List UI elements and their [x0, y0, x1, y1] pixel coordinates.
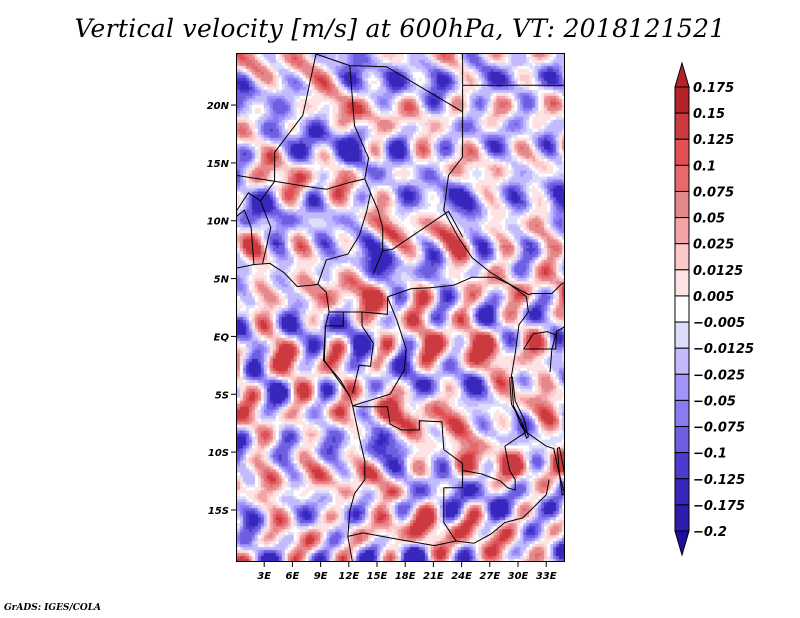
- country-border: [549, 326, 564, 373]
- country-border: [387, 276, 529, 433]
- colorbar-extend-max: [674, 61, 690, 88]
- y-tick-label: 5S: [215, 390, 229, 401]
- x-tick-label: 27E: [479, 571, 500, 582]
- y-tick-label: 20N: [207, 101, 230, 112]
- country-border: [553, 448, 564, 494]
- y-tick-label: 15N: [207, 159, 230, 170]
- country-border: [347, 532, 474, 547]
- colorbar-label: 0.025: [693, 238, 734, 253]
- country-border: [352, 405, 526, 491]
- colorbar-box: [674, 504, 690, 532]
- colorbar-box: [674, 452, 690, 480]
- colorbar-label: 0.15: [693, 107, 725, 122]
- colorbar-box: [674, 399, 690, 428]
- colorbar-box: [674, 217, 690, 245]
- colorbar-box: [674, 86, 690, 114]
- country-boundaries: [237, 54, 564, 561]
- x-tick-label: 33E: [536, 571, 557, 582]
- colorbar-label: −0.175: [693, 499, 745, 514]
- country-border: [532, 282, 564, 294]
- colorbar-label: −0.05: [693, 394, 736, 409]
- lake-outline: [523, 331, 557, 350]
- colorbar-label: 0.05: [693, 212, 725, 227]
- y-tick-label: 15S: [208, 506, 229, 517]
- x-axis: 3E 6E 9E 12E 15E 18E 21E 24E 27E 30E 33E: [257, 562, 557, 582]
- colorbar-label: 0.005: [693, 290, 734, 305]
- y-tick-label: 5N: [214, 275, 230, 286]
- colorbar-box: [674, 295, 690, 323]
- colorbar-box: [674, 138, 690, 166]
- country-border: [323, 312, 351, 397]
- colorbar-box: [674, 164, 690, 192]
- x-tick-label: 12E: [338, 571, 359, 582]
- lake-outline: [509, 376, 529, 439]
- colorbar-label: −0.1: [693, 447, 727, 462]
- lake-outline: [556, 446, 564, 496]
- colorbar-label: 0.1: [693, 159, 716, 174]
- colorbar-label: 0.075: [693, 185, 734, 200]
- colorbar-label: −0.005: [693, 316, 745, 331]
- x-tick-label: 21E: [423, 571, 444, 582]
- country-border: [329, 296, 388, 315]
- colorbar-extend-min: [674, 530, 690, 557]
- chart-title: Vertical velocity [m/s] at 600hPa, VT: 2…: [74, 14, 726, 43]
- colorbar-box: [674, 190, 690, 219]
- country-border: [315, 54, 533, 296]
- colorbar-box: [674, 347, 690, 375]
- colorbar: 0.175 0.15 0.125 0.1 0.075 0.05 0.025 0.0125 0.0…: [674, 61, 754, 557]
- colorbar-label: −0.075: [693, 421, 745, 436]
- colorbar-box: [674, 478, 690, 506]
- country-border: [237, 54, 317, 182]
- country-border: [237, 209, 255, 265]
- colorbar-label: 0.175: [693, 81, 734, 96]
- grads-credit: GrADS: IGES/COLA: [4, 603, 102, 613]
- x-tick-label: 30E: [508, 571, 529, 582]
- x-tick-label: 9E: [314, 571, 328, 582]
- country-border: [352, 296, 407, 407]
- x-tick-label: 6E: [286, 571, 300, 582]
- x-tick-label: 18E: [395, 571, 416, 582]
- country-border: [349, 65, 384, 251]
- x-tick-label: 15E: [367, 571, 388, 582]
- country-border: [237, 192, 272, 265]
- map-panel: [236, 53, 565, 562]
- colorbar-box: [674, 112, 690, 140]
- country-border: [443, 487, 457, 542]
- y-tick-label: 10S: [208, 448, 229, 459]
- colorbar-box: [674, 373, 690, 401]
- x-tick-label: 24E: [451, 571, 472, 582]
- colorbar-label: −0.2: [693, 525, 727, 540]
- y-tick-label: 10N: [207, 217, 230, 228]
- coastline: [237, 262, 366, 561]
- country-border: [473, 479, 550, 544]
- colorbar-label: −0.025: [693, 368, 745, 383]
- country-border: [443, 470, 464, 489]
- country-border: [352, 312, 374, 394]
- colorbar-box: [674, 321, 690, 349]
- y-tick-label: EQ: [214, 332, 230, 343]
- colorbar-box: [674, 269, 690, 297]
- colorbar-box: [674, 243, 690, 271]
- y-axis: 20N 15N 10N 5N EQ 5S 10S 15S: [207, 101, 236, 517]
- country-border: [317, 192, 371, 285]
- colorbar-label: −0.0125: [693, 342, 754, 357]
- colorbar-label: −0.125: [693, 473, 745, 488]
- colorbar-label: 0.125: [693, 133, 734, 148]
- vertical-velocity-field: [237, 54, 564, 561]
- country-border: [260, 178, 365, 202]
- x-tick-label: 3E: [257, 571, 271, 582]
- colorbar-box: [674, 426, 690, 454]
- colorbar-label: 0.0125: [693, 264, 743, 279]
- country-border: [372, 250, 384, 274]
- country-border: [512, 405, 554, 449]
- country-border: [382, 210, 464, 252]
